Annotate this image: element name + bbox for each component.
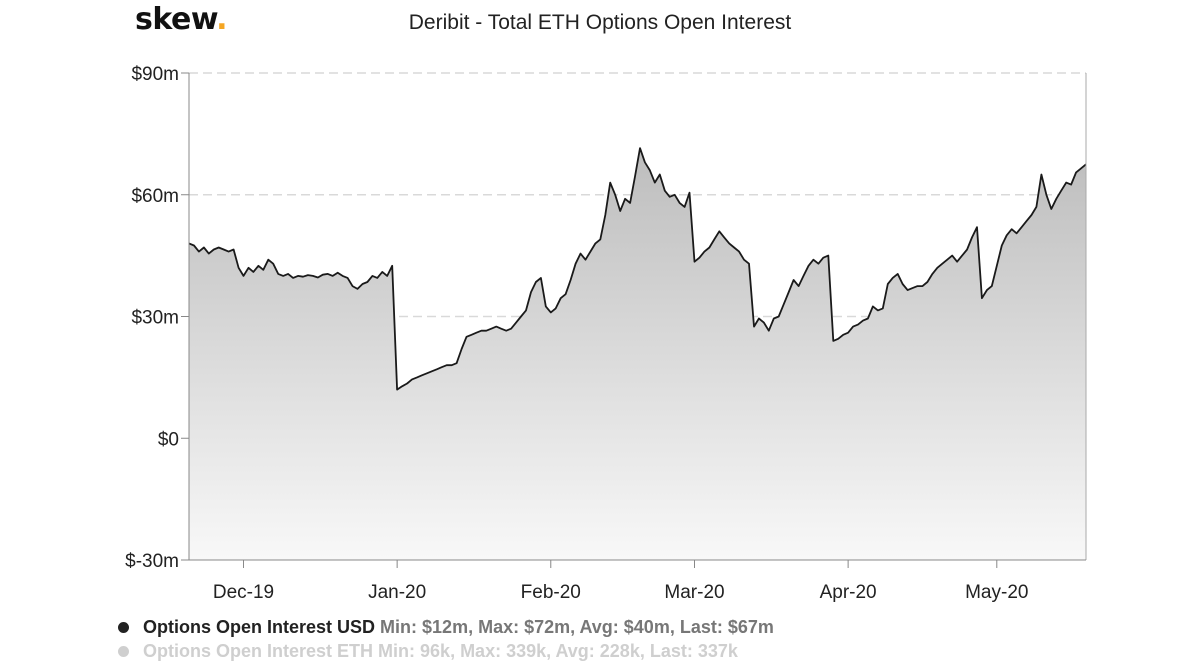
axes xyxy=(181,72,1087,568)
legend-series-stats: Min: $12m, Max: $72m, Avg: $40m, Last: $… xyxy=(380,617,774,637)
legend-item-usd[interactable]: Options Open Interest USD Min: $12m, Max… xyxy=(118,617,774,638)
y-tick-label: $0 xyxy=(158,429,179,450)
x-tick-label: May-20 xyxy=(965,582,1028,603)
series-area xyxy=(188,147,1087,560)
chart-title: Deribit - Total ETH Options Open Interes… xyxy=(408,11,792,34)
legend-series-stats: Min: 96k, Max: 339k, Avg: 228k, Last: 33… xyxy=(378,641,738,661)
axis-labels: $90m $60m $30m $0 $-30m Dec-19 Jan-20 Feb-20 Mar… xyxy=(125,64,1028,603)
y-tick-label: $90m xyxy=(131,64,179,85)
x-tick-label: Dec-19 xyxy=(213,582,274,603)
legend-series-name: Options Open Interest USD xyxy=(143,617,376,637)
x-tick-label: Jan-20 xyxy=(368,582,426,603)
x-tick-label: Feb-20 xyxy=(521,582,581,603)
skew-logo: skew. xyxy=(135,2,228,37)
x-tick-label: Apr-20 xyxy=(820,582,877,603)
legend-series-name: Options Open Interest ETH xyxy=(143,641,374,661)
y-tick-label: $30m xyxy=(131,308,179,329)
series-line-usd xyxy=(188,147,1087,391)
y-tick-label: $60m xyxy=(131,186,179,207)
x-tick-label: Mar-20 xyxy=(664,582,724,603)
legend-item-eth[interactable]: Options Open Interest ETH Min: 96k, Max:… xyxy=(118,641,738,662)
legend-dot-usd xyxy=(118,621,129,633)
y-tick-label: $-30m xyxy=(125,551,179,572)
series-area-fill xyxy=(189,148,1086,560)
legend-dot-eth xyxy=(118,645,129,657)
